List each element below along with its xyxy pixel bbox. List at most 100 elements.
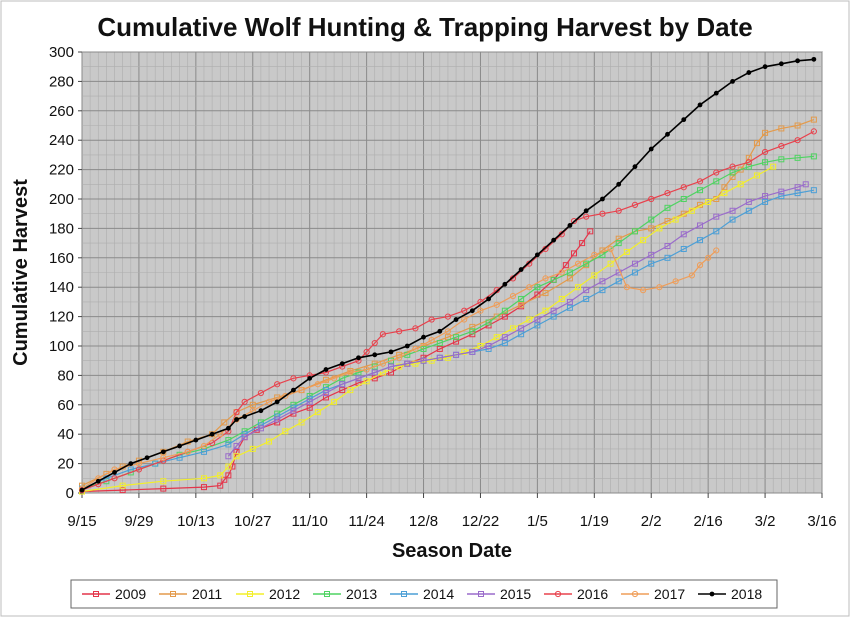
data-point xyxy=(355,369,362,376)
data-point xyxy=(721,184,728,191)
data-point xyxy=(648,195,655,203)
x-tick-label: 9/15 xyxy=(67,513,96,530)
legend-label: 2015 xyxy=(500,586,531,602)
data-point xyxy=(542,275,549,282)
data-point xyxy=(697,187,704,194)
data-point xyxy=(437,328,443,334)
y-tick-label: 220 xyxy=(49,162,74,179)
legend-item: 2014 xyxy=(390,586,454,602)
data-point xyxy=(713,228,720,235)
x-tick-label: 3/2 xyxy=(755,513,776,530)
data-point xyxy=(600,196,605,202)
data-point xyxy=(420,357,427,364)
data-point xyxy=(526,316,533,323)
data-point xyxy=(144,455,150,461)
data-point xyxy=(200,475,207,482)
data-point xyxy=(428,316,435,323)
legend-item: 2012 xyxy=(236,586,300,602)
data-point xyxy=(599,210,606,217)
data-point xyxy=(221,476,228,483)
data-point xyxy=(225,453,232,460)
data-point xyxy=(730,79,735,84)
data-point xyxy=(404,343,410,349)
data-point xyxy=(478,591,484,597)
data-point xyxy=(713,178,720,185)
data-point xyxy=(331,398,338,405)
data-point xyxy=(347,387,354,394)
y-tick-label: 140 xyxy=(49,279,74,296)
data-point xyxy=(623,248,630,255)
data-point xyxy=(225,472,232,479)
data-point xyxy=(794,122,801,129)
data-point xyxy=(562,262,569,269)
x-tick-label: 12/22 xyxy=(462,513,500,530)
data-point xyxy=(615,207,622,214)
data-point xyxy=(436,345,443,352)
data-point xyxy=(558,295,565,302)
data-point xyxy=(485,319,492,326)
data-point xyxy=(93,591,99,597)
data-point xyxy=(778,142,785,150)
data-point xyxy=(794,184,801,191)
x-tick-label: 9/29 xyxy=(124,513,153,530)
data-point xyxy=(648,251,655,258)
data-point xyxy=(324,591,330,597)
series-2017 xyxy=(78,245,720,492)
data-point xyxy=(607,245,614,253)
data-point xyxy=(290,407,297,414)
data-point xyxy=(469,308,475,314)
data-point xyxy=(705,254,712,261)
data-point xyxy=(753,172,760,179)
data-point xyxy=(453,334,460,341)
data-point xyxy=(234,417,239,422)
data-point xyxy=(412,325,419,332)
data-point xyxy=(534,322,541,329)
legend-item: 2009 xyxy=(82,586,146,602)
data-point xyxy=(697,237,704,244)
data-point xyxy=(95,478,101,484)
x-tick-label: 11/10 xyxy=(291,513,327,530)
data-point xyxy=(631,201,639,208)
legend: 2009 2011 2012 2013 2014 2015 2016 2017 2018 xyxy=(70,579,778,609)
x-axis-label: Season Date xyxy=(392,540,512,562)
legend-label: 2014 xyxy=(423,586,454,602)
data-point xyxy=(648,216,655,223)
data-point xyxy=(501,334,508,341)
data-point xyxy=(810,153,817,160)
data-point xyxy=(795,58,801,64)
data-point xyxy=(485,343,492,349)
y-tick-label: 100 xyxy=(49,338,74,355)
x-tick-label: 10/13 xyxy=(177,513,215,530)
series-line xyxy=(81,248,717,490)
data-point xyxy=(566,304,573,311)
data-point xyxy=(713,90,719,96)
data-point xyxy=(388,357,395,364)
data-point xyxy=(599,278,606,285)
data-point xyxy=(745,207,752,214)
data-point xyxy=(778,125,785,132)
data-point xyxy=(753,140,760,147)
data-point xyxy=(135,466,143,473)
data-point xyxy=(746,70,752,75)
data-point xyxy=(648,225,655,232)
data-point xyxy=(330,375,338,382)
data-point xyxy=(518,267,524,272)
data-point xyxy=(509,325,516,332)
data-point xyxy=(371,363,378,370)
data-point xyxy=(615,278,622,285)
data-point xyxy=(550,307,557,314)
data-point xyxy=(583,213,590,220)
data-point xyxy=(379,331,386,338)
data-point xyxy=(587,228,594,235)
data-point xyxy=(493,301,500,308)
data-point xyxy=(664,190,671,197)
y-tick-label: 20 xyxy=(57,456,74,473)
data-point xyxy=(656,284,663,291)
y-tick-label: 200 xyxy=(49,191,74,208)
data-point xyxy=(184,448,191,455)
data-point xyxy=(436,354,443,361)
data-point xyxy=(242,414,248,419)
data-point xyxy=(762,193,769,200)
data-point xyxy=(282,428,289,435)
